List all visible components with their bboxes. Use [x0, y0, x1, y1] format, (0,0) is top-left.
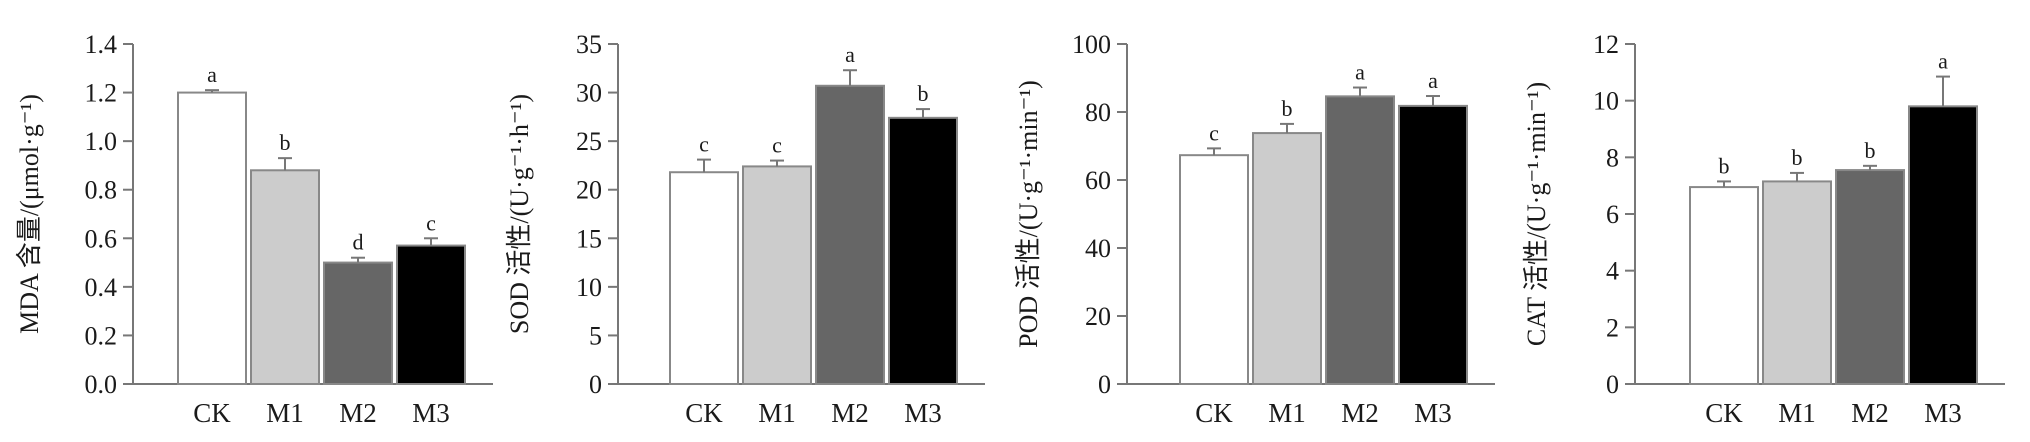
- x-category-label: CK: [1705, 398, 1743, 428]
- y-tick-label: 1.4: [85, 30, 118, 59]
- x-category-label: CK: [685, 398, 723, 428]
- y-tick-label: 25: [576, 127, 602, 156]
- bar-m1: [742, 165, 812, 385]
- y-tick-label: 60: [1085, 166, 1111, 195]
- y-tick-label: 0: [589, 370, 602, 399]
- y-tick-label: 30: [576, 79, 602, 108]
- significance-letter: b: [1719, 153, 1730, 178]
- significance-letter: a: [845, 42, 855, 67]
- y-tick-label: 40: [1085, 234, 1111, 263]
- bar-m2: [1325, 95, 1395, 386]
- y-tick-label: 35: [576, 30, 602, 59]
- y-tick-label: 1.0: [85, 127, 118, 156]
- significance-letter: a: [1938, 49, 1948, 74]
- bar-ck: [177, 91, 247, 385]
- x-category-label: M3: [1414, 398, 1452, 428]
- bar-m3: [888, 116, 958, 385]
- significance-letter: b: [918, 81, 929, 106]
- y-axis-title: MDA 含量/(μmol·g⁻¹): [15, 94, 44, 334]
- significance-letter: c: [426, 210, 436, 235]
- bar-m1: [1762, 180, 1832, 385]
- bar-ck: [669, 171, 739, 385]
- y-axis-title: POD 活性/(U·g⁻¹·min⁻¹): [1014, 80, 1043, 348]
- bar-m2: [323, 261, 393, 386]
- bar-m2: [815, 84, 885, 386]
- bar-m3: [1398, 104, 1468, 385]
- y-tick-label: 10: [576, 273, 602, 302]
- bar-m3: [1908, 105, 1978, 385]
- y-tick-label: 2: [1606, 313, 1619, 342]
- y-tick-label: 0: [1098, 370, 1111, 399]
- y-tick-label: 12: [1593, 30, 1619, 59]
- bar-m3: [396, 244, 466, 385]
- bar-m1: [250, 169, 320, 385]
- significance-letter: c: [1209, 120, 1219, 145]
- x-category-label: M1: [758, 398, 796, 428]
- significance-letter: a: [207, 62, 217, 87]
- x-category-label: CK: [193, 398, 231, 428]
- x-category-label: M2: [831, 398, 869, 428]
- y-tick-label: 8: [1606, 143, 1619, 172]
- y-tick-label: 80: [1085, 98, 1111, 127]
- y-tick-label: 10: [1593, 87, 1619, 116]
- y-tick-label: 0: [1606, 370, 1619, 399]
- x-category-label: M2: [339, 398, 377, 428]
- significance-letter: b: [1792, 145, 1803, 170]
- significance-letter: a: [1355, 60, 1365, 85]
- significance-letter: b: [1282, 96, 1293, 121]
- significance-letter: b: [1865, 138, 1876, 163]
- x-category-label: M2: [1341, 398, 1379, 428]
- x-category-label: M3: [904, 398, 942, 428]
- significance-letter: a: [1428, 68, 1438, 93]
- chart-panel-1: 0.0 0.2 0.4 0.6 0.8 1.0 1.2 1.4 a CK b M1 d M2 c M3 MDA …: [15, 30, 493, 428]
- y-tick-label: 0.4: [85, 273, 118, 302]
- chart-panel-2: 0 5 10 15 20 25 30 35 c CK c M1 a M2 b M3 SOD 活性/(U·g⁻¹·…: [505, 30, 985, 428]
- y-tick-label: 0.2: [85, 321, 118, 350]
- y-tick-label: 0.0: [85, 370, 118, 399]
- y-tick-label: 0.8: [85, 176, 118, 205]
- significance-letter: b: [280, 130, 291, 155]
- x-category-label: M1: [1778, 398, 1816, 428]
- y-tick-label: 20: [576, 176, 602, 205]
- y-axis-title: SOD 活性/(U·g⁻¹·h⁻¹): [505, 94, 534, 334]
- y-tick-label: 0.6: [85, 224, 118, 253]
- x-category-label: M3: [412, 398, 450, 428]
- chart-panel-4: 0 2 4 6 8 10 12 b CK b M1 b M2 a M3 CAT 活性/(U·g⁻¹·min⁻¹…: [1522, 30, 2005, 428]
- y-tick-label: 20: [1085, 302, 1111, 331]
- significance-letter: c: [772, 133, 782, 158]
- x-category-label: M1: [266, 398, 304, 428]
- y-tick-label: 6: [1606, 200, 1619, 229]
- bar-m2: [1835, 169, 1905, 385]
- significance-letter: d: [353, 230, 364, 255]
- y-tick-label: 100: [1072, 30, 1111, 59]
- significance-letter: c: [699, 132, 709, 157]
- bar-ck: [1179, 154, 1249, 385]
- x-category-label: M3: [1924, 398, 1962, 428]
- x-category-label: M2: [1851, 398, 1889, 428]
- bar-ck: [1689, 186, 1759, 385]
- y-tick-label: 4: [1606, 257, 1619, 286]
- x-category-label: M1: [1268, 398, 1306, 428]
- y-axis-title: CAT 活性/(U·g⁻¹·min⁻¹): [1522, 82, 1551, 346]
- chart-panel-3: 0 20 40 60 80 100 c CK b M1 a M2 a M3 POD 活性/(U·g⁻¹·mi…: [1014, 30, 1495, 428]
- y-tick-label: 5: [589, 321, 602, 350]
- x-category-label: CK: [1195, 398, 1233, 428]
- bar-m1: [1252, 132, 1322, 385]
- y-tick-label: 15: [576, 224, 602, 253]
- y-tick-label: 1.2: [85, 79, 118, 108]
